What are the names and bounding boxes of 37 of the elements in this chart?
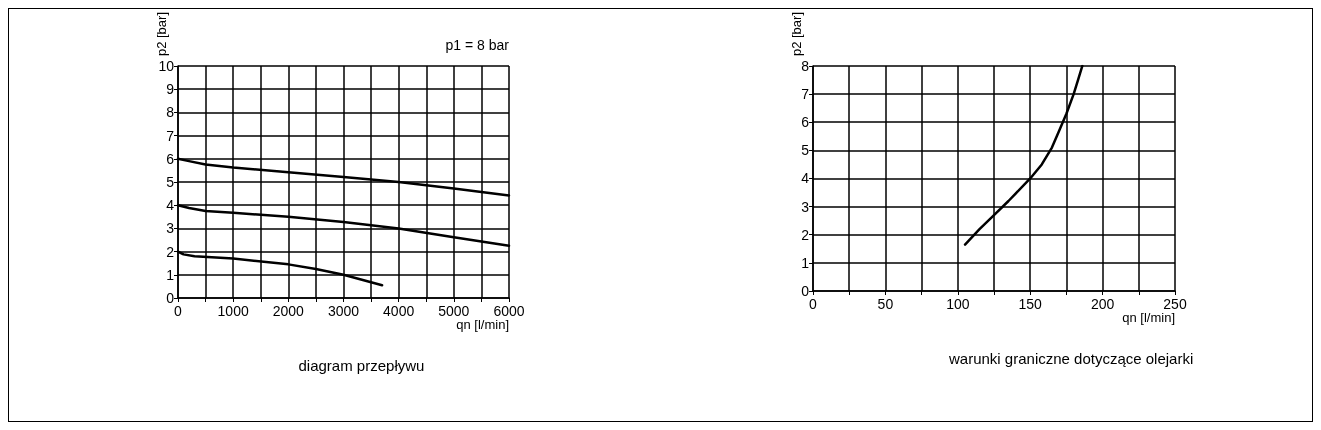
y-tick-label: 1 <box>801 254 810 271</box>
y-tick-label: 2 <box>801 226 810 243</box>
y-tick-label: 8 <box>166 104 175 121</box>
x-tick-label: 250 <box>1163 296 1187 312</box>
y-tick-label: 1 <box>166 266 175 283</box>
y-tick-label: 9 <box>166 81 175 98</box>
text: diagram przepływu <box>298 357 425 374</box>
x-tick-label: 100 <box>946 296 970 312</box>
y-tick-label: 4 <box>166 197 175 214</box>
y-tick-label: 6 <box>166 150 175 167</box>
text: warunki graniczne dotyczące olejarki <box>948 350 1194 367</box>
y-axis-title: p2 [bar] <box>154 12 169 57</box>
x-tick-label: 150 <box>1018 296 1043 312</box>
x-tick-label: 5000 <box>438 303 470 319</box>
y-tick-label: 5 <box>801 142 810 159</box>
y-tick-label: 3 <box>166 220 175 237</box>
y-tick-label: 4 <box>801 170 810 187</box>
x-tick-label: 1000 <box>217 303 249 319</box>
x-tick-label: 4000 <box>383 303 415 319</box>
y-tick-label: 7 <box>801 86 810 103</box>
y-tick-label: 10 <box>158 57 175 74</box>
y-tick-label: 5 <box>166 173 175 190</box>
y-tick-label: 2 <box>166 243 175 260</box>
x-tick-label: 3000 <box>327 303 360 319</box>
x-tick-label: 50 <box>877 296 894 312</box>
y-axis-title: p2 [bar] <box>789 12 804 57</box>
y-tick-label: 6 <box>801 114 810 131</box>
x-tick-label: 2000 <box>272 303 305 319</box>
x-tick-label: 6000 <box>493 303 525 319</box>
y-tick-label: 7 <box>166 127 175 144</box>
y-tick-label: 8 <box>801 57 810 74</box>
y-tick-label: 3 <box>801 198 810 215</box>
y-tick-label: 0 <box>801 283 810 299</box>
x-axis-title: qn [l/min] <box>456 317 509 332</box>
text: p1 = 8 bar <box>445 37 510 53</box>
x-axis-title: qn [l/min] <box>1122 310 1175 325</box>
x-tick-label: 200 <box>1090 296 1115 312</box>
